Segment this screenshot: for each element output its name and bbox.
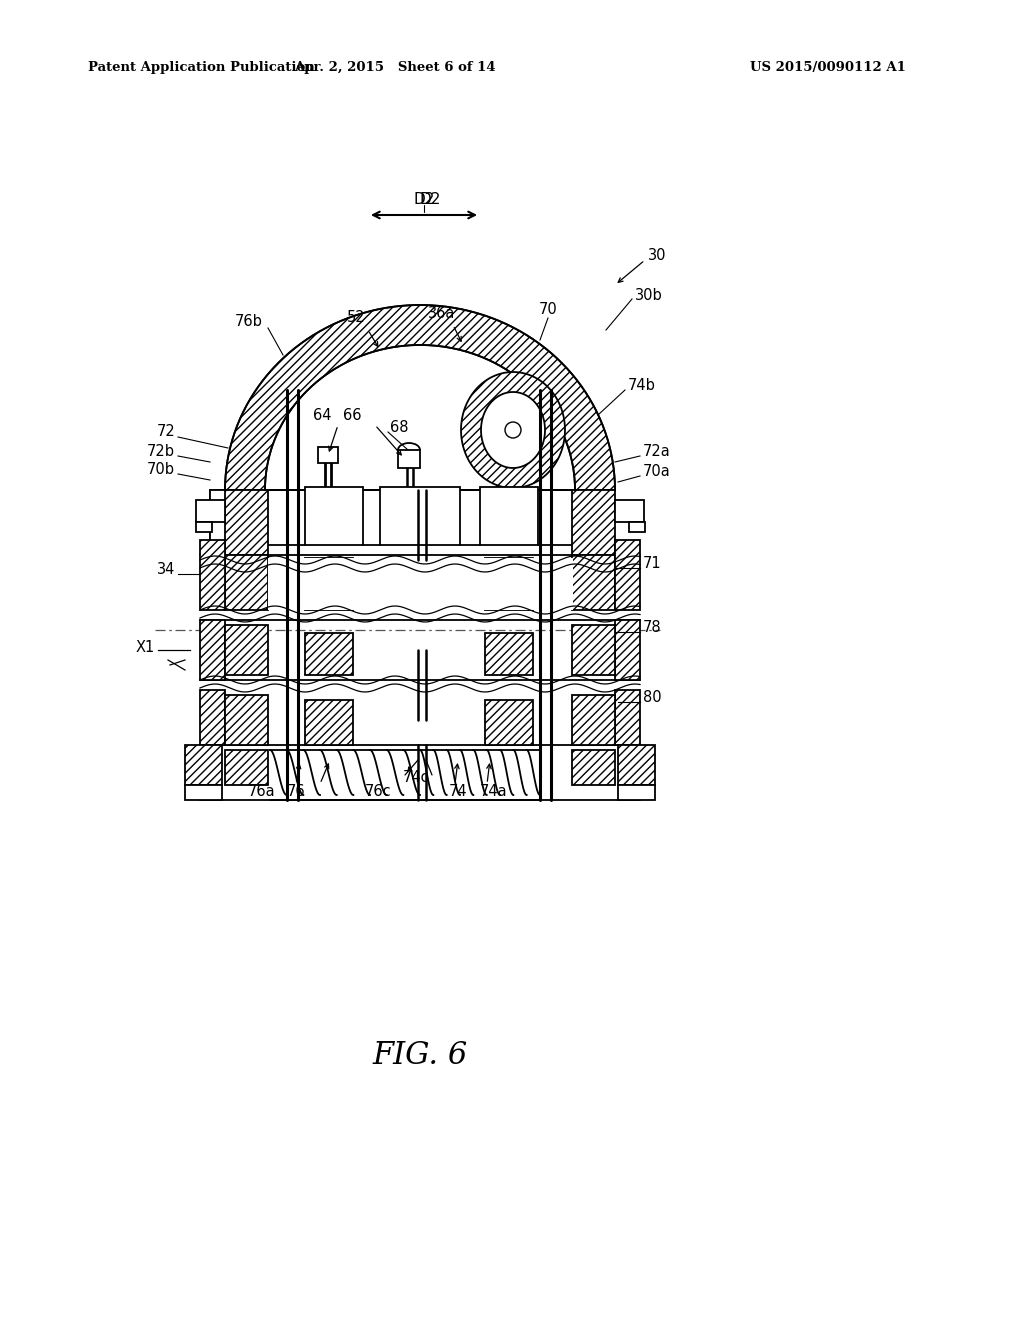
Text: 70: 70 [539, 302, 557, 318]
Bar [225, 750, 268, 785]
Text: 34: 34 [157, 562, 175, 578]
Bar [485, 700, 534, 744]
Bar [185, 785, 222, 800]
Polygon shape [225, 490, 268, 554]
Text: 78: 78 [643, 620, 662, 635]
Bar [485, 558, 534, 610]
Bar [380, 487, 460, 545]
Bar [200, 690, 225, 744]
Text: 72b: 72b [147, 445, 175, 459]
Bar [615, 620, 640, 680]
Text: 72: 72 [157, 425, 175, 440]
Bar [196, 521, 212, 532]
Bar [615, 690, 640, 744]
Text: 70a: 70a [643, 465, 671, 479]
Bar [225, 554, 268, 610]
Bar [305, 634, 353, 675]
Bar [225, 696, 268, 744]
Bar [200, 620, 225, 680]
Bar [200, 540, 225, 610]
Polygon shape [481, 392, 545, 469]
Text: 36a: 36a [428, 305, 456, 321]
Bar [210, 490, 263, 554]
Text: X1: X1 [136, 640, 155, 656]
Bar [618, 785, 655, 800]
Text: 74: 74 [449, 784, 467, 800]
Text: 64: 64 [313, 408, 332, 422]
Text: D2: D2 [419, 193, 440, 207]
Text: 74b: 74b [628, 378, 656, 392]
Bar [196, 500, 225, 521]
Text: Apr. 2, 2015   Sheet 6 of 14: Apr. 2, 2015 Sheet 6 of 14 [294, 62, 496, 74]
Bar [305, 700, 353, 744]
Text: 76c: 76c [365, 784, 391, 800]
Text: 71: 71 [643, 557, 662, 572]
Text: 74c: 74c [402, 771, 429, 785]
Bar [629, 521, 645, 532]
Bar [485, 634, 534, 675]
Text: Patent Application Publication: Patent Application Publication [88, 62, 314, 74]
Bar [185, 744, 222, 785]
Text: FIG. 6: FIG. 6 [373, 1040, 468, 1071]
Text: 30b: 30b [635, 288, 663, 302]
Text: 30: 30 [648, 248, 667, 263]
Bar [305, 487, 362, 545]
Bar [318, 447, 338, 463]
Bar [210, 490, 263, 554]
Polygon shape [225, 305, 615, 490]
Text: 66: 66 [343, 408, 362, 422]
Bar [480, 487, 538, 545]
Bar [305, 558, 353, 610]
Bar [398, 450, 420, 469]
Text: 76a: 76a [248, 784, 275, 800]
Text: 76: 76 [287, 784, 305, 800]
Text: 74a: 74a [480, 784, 508, 800]
Bar [225, 624, 268, 675]
Bar [618, 744, 655, 785]
Bar [268, 558, 573, 610]
Text: D2: D2 [414, 193, 434, 207]
Bar [615, 500, 644, 521]
Text: 72a: 72a [643, 445, 671, 459]
Text: 70b: 70b [147, 462, 175, 478]
Bar [572, 624, 615, 675]
Circle shape [505, 422, 521, 438]
Bar [615, 540, 640, 610]
Bar [572, 554, 615, 610]
Bar [572, 750, 615, 785]
Polygon shape [265, 345, 575, 490]
Text: 52: 52 [347, 310, 366, 326]
Bar [572, 696, 615, 744]
Polygon shape [461, 372, 565, 488]
Text: 76b: 76b [236, 314, 263, 330]
Text: 68: 68 [390, 421, 409, 436]
Text: 80: 80 [643, 690, 662, 705]
Polygon shape [572, 490, 615, 554]
Text: US 2015/0090112 A1: US 2015/0090112 A1 [750, 62, 906, 74]
